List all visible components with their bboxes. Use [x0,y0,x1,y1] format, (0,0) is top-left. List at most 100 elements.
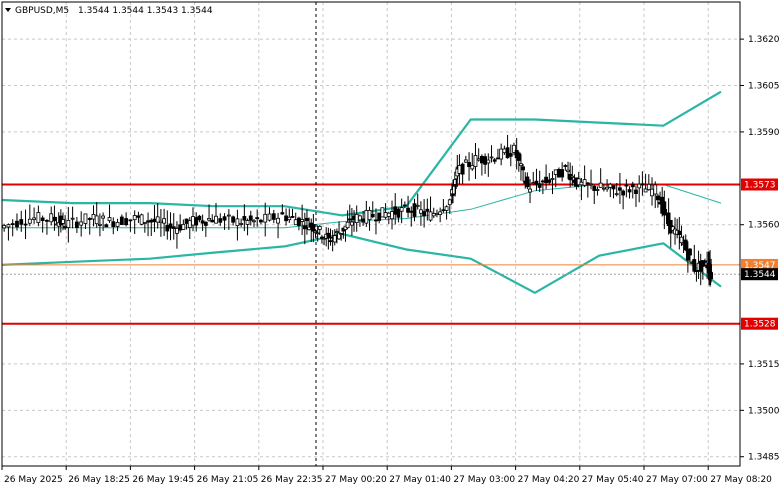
candle-body [276,217,280,224]
candle-body [347,218,352,221]
candle-body [412,203,417,217]
candle-body [499,148,504,160]
candle-body [679,236,684,244]
candle-body [634,189,638,194]
candle-body [399,207,404,212]
candle-body [592,185,597,191]
candle-body [409,210,414,213]
price-tick-label: 1.3500 [748,406,780,416]
price-badge-label: 1.3547 [744,261,776,271]
candle-body [525,176,530,188]
plot-frame [1,1,741,467]
candle-body [235,218,240,227]
candle-body [534,180,539,185]
candle-body [345,221,350,229]
candle-body [386,212,391,217]
candle-body [115,221,120,227]
time-tick-label: 26 May 19:45 [132,475,194,485]
candle-body [98,223,102,226]
candle-body [317,226,322,230]
time-tick-label: 27 May 03:00 [453,475,515,485]
candle-body [670,226,675,231]
price-badge-label: 1.3528 [744,320,776,330]
candle-body [315,232,320,235]
candle-body [435,212,439,215]
candle-body [124,218,129,226]
candle-body [557,168,561,178]
candle-body [508,153,513,157]
candle-body [393,206,398,215]
bollinger-lower-band [1,232,722,294]
candle-body [297,217,301,226]
price-axis: 1.3620 1.3605 1.3590 1.3560 1.3515 1.3500 1.34… [740,35,780,463]
candle-body [688,248,692,256]
candle-body [479,155,484,164]
candle-body [70,217,75,220]
candle-body [419,209,423,214]
candle-body [598,182,603,188]
candle-body [63,226,68,229]
candle-body [390,211,394,220]
candle-body [267,213,272,221]
candle-body [383,212,388,218]
candle-body [171,226,176,229]
candle-body [677,230,682,236]
ohlc-readout: 1.3544 1.3544 1.3543 1.3544 [78,6,213,16]
candle-body [402,204,407,207]
candle-body [627,189,632,193]
candle-body [326,232,331,239]
candle-body [200,220,205,224]
candle-body [214,215,218,224]
candle-body [335,231,339,234]
price-tick-label: 1.3590 [748,128,780,138]
candle-body [181,223,186,230]
candle-body [210,219,215,223]
candle-body [32,217,36,220]
candle-body [194,217,199,226]
candle-body [692,259,697,272]
candle-body [415,204,420,207]
candle-body [367,210,372,221]
time-tick-label: 27 May 00:20 [325,475,387,485]
price-badge-bg [741,268,778,281]
candle-body [152,218,157,223]
dropdown-triangle-icon[interactable] [5,8,11,12]
candle-body [287,216,292,221]
candle-body [101,215,106,219]
candle-body [311,224,316,232]
candle-body [320,236,324,239]
candle-body [483,156,488,165]
candle-body [2,225,7,229]
candle-body [207,217,211,221]
candle-body [470,164,475,170]
time-tick-label: 27 May 08:20 [710,475,772,485]
candle-body [218,218,223,223]
time-axis: 26 May 2025 26 May 18:25 26 May 19:45 26 Ma… [1,466,772,485]
candle-body [162,218,167,224]
candle-body [537,183,542,188]
candle-body [579,181,584,186]
candle-body [165,225,170,232]
candle-body [521,166,525,171]
candle-body [653,184,658,195]
candle-body [528,188,532,193]
candle-body [519,163,523,167]
candle-body [608,183,613,188]
candle-body [374,219,378,222]
candle-body [203,221,208,226]
candle-body [158,220,163,224]
candle-body [473,155,478,167]
candle-body [284,215,288,222]
candle-body [175,228,179,234]
price-tick-label: 1.3620 [748,35,780,45]
candle-body [15,220,19,228]
candle-body [132,215,137,221]
candle-body [263,213,268,223]
candle-body [406,207,410,213]
candle-body [354,213,359,224]
candle-body [302,225,307,230]
candle-body [187,220,192,229]
candle-body [155,216,160,223]
candle-body [40,217,45,222]
